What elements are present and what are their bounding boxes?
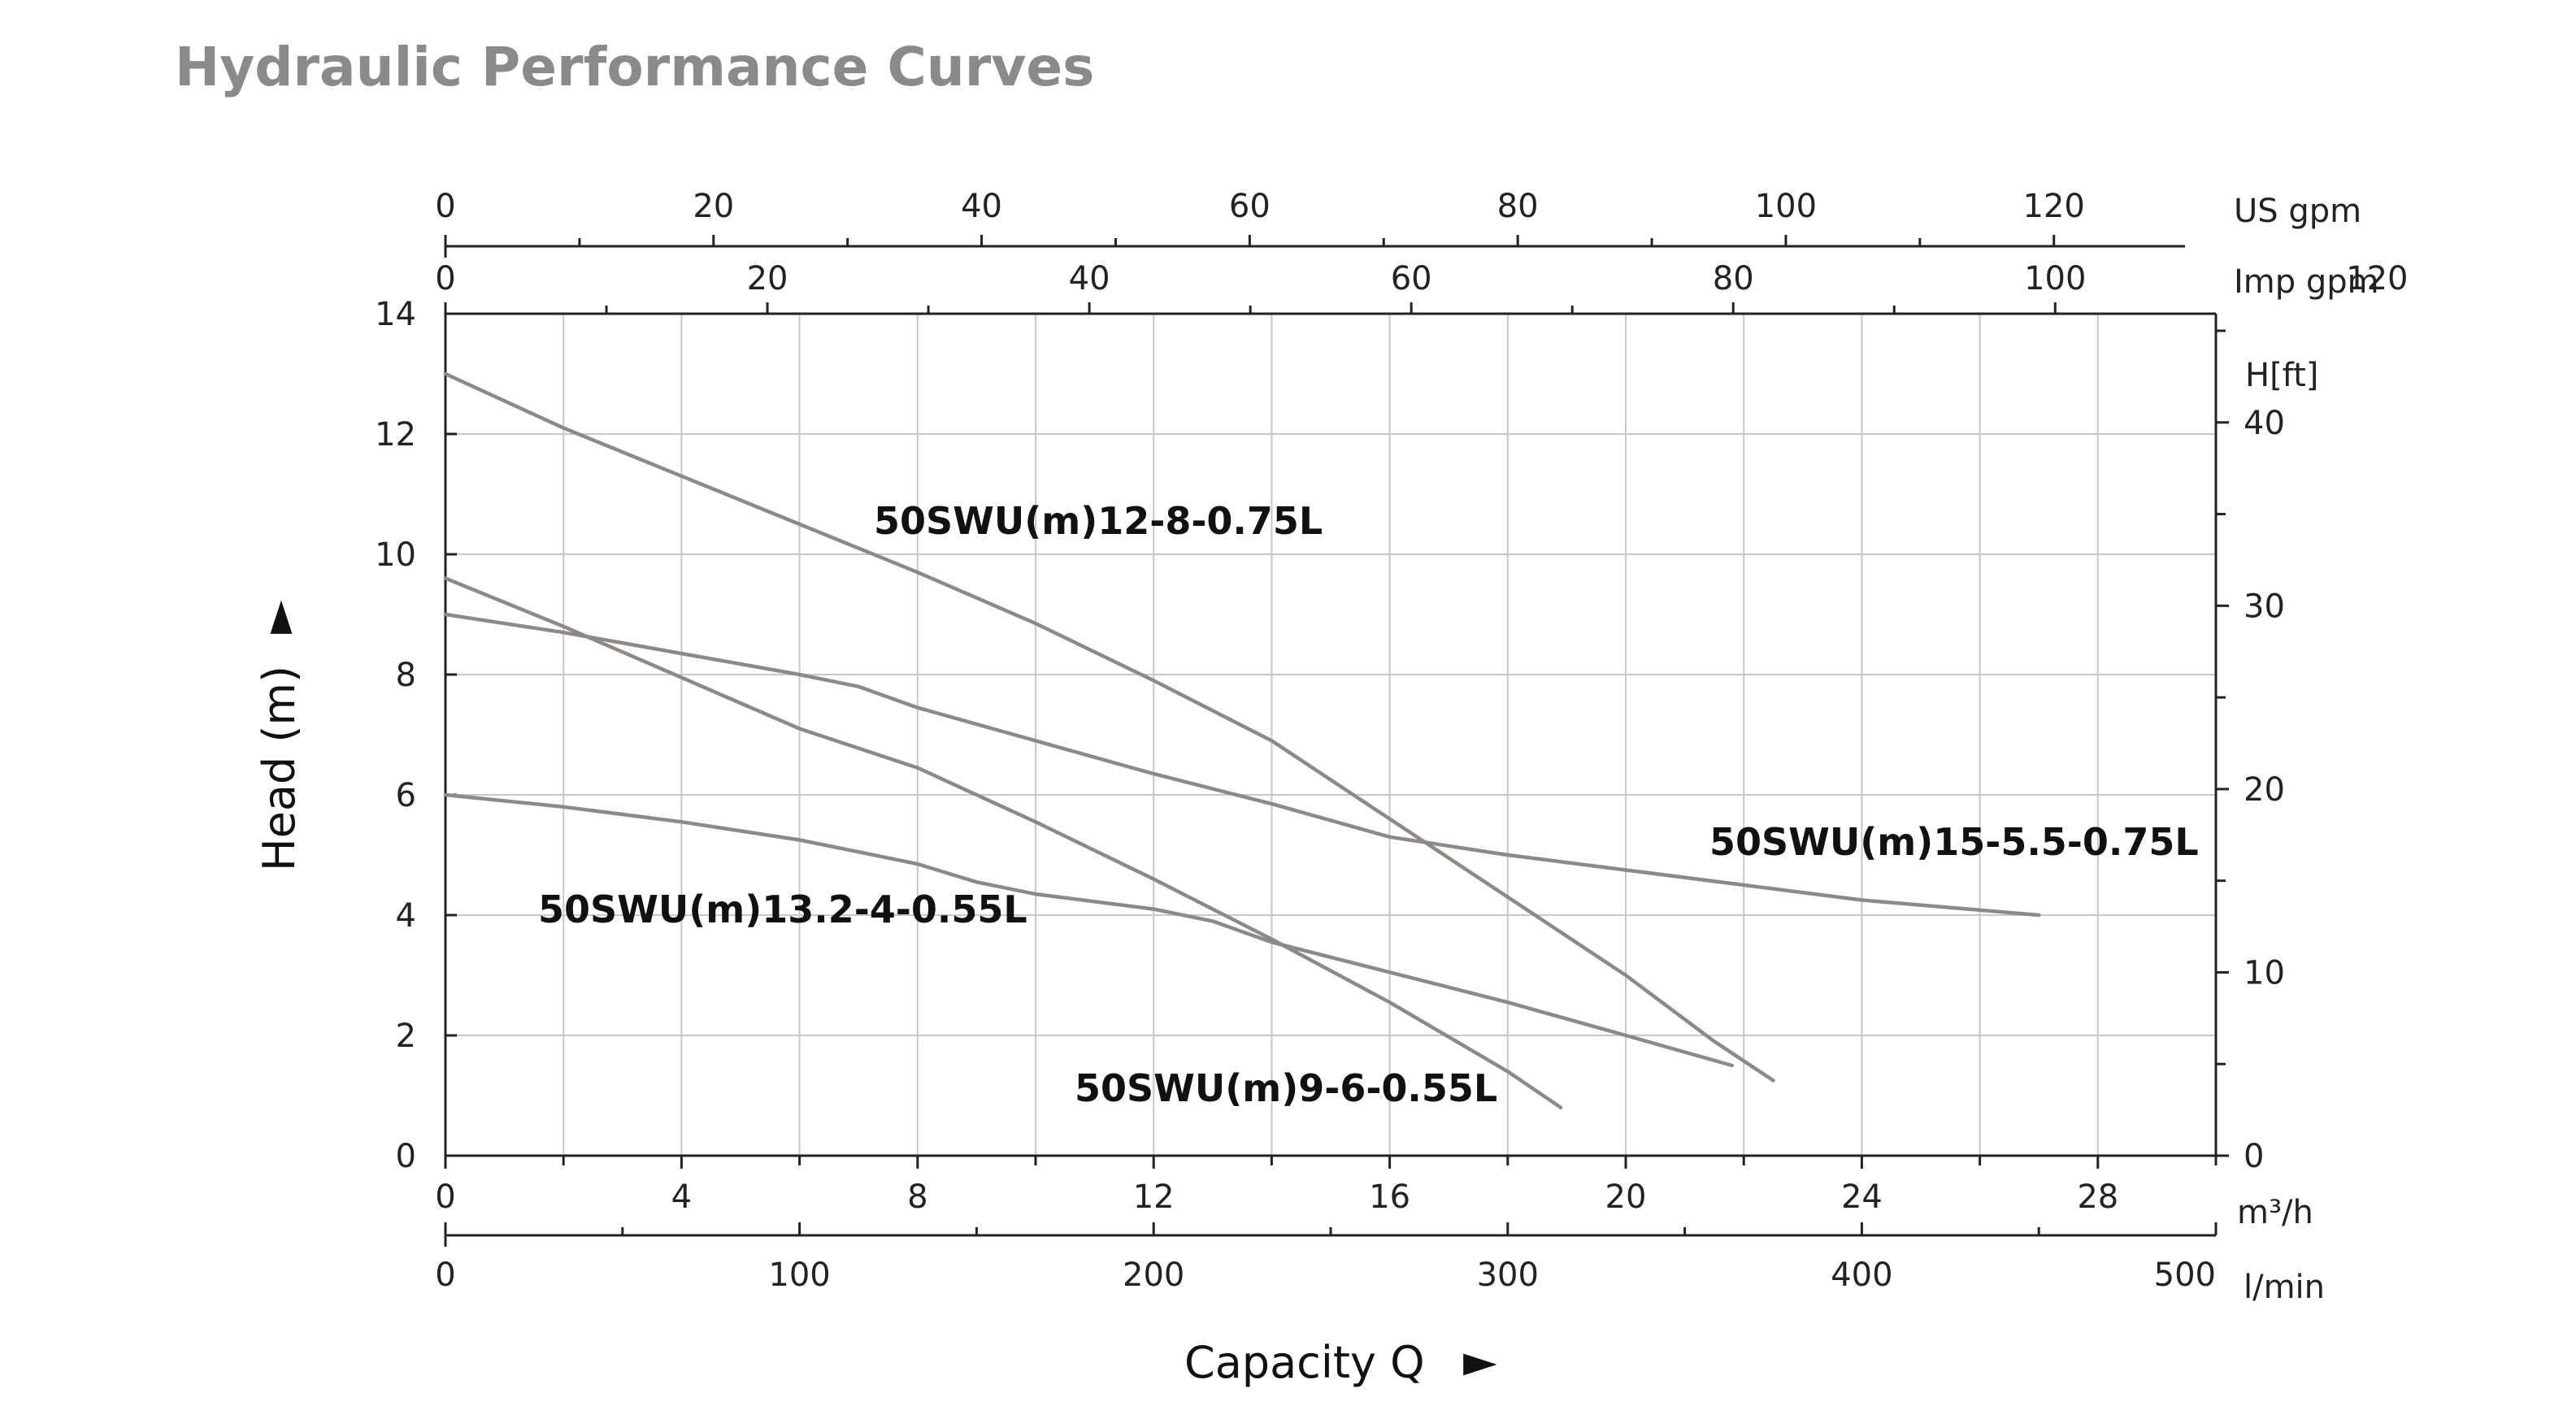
tick-label-usgpm: 120 (2023, 188, 2085, 225)
tick-label-m3h: 4 (671, 1178, 692, 1216)
tick-label-usgpm: 100 (1755, 188, 1817, 225)
tick-label-usgpm: 60 (1229, 188, 1271, 225)
tick-label-head-ft: 40 (2244, 405, 2285, 442)
tick-label-head-m: 10 (375, 536, 416, 574)
x-unit-lmin: l/min (2244, 1269, 2325, 1306)
tick-label-impgpm: 60 (1391, 260, 1432, 297)
y-unit-ft: H[ft] (2245, 357, 2318, 394)
tick-label-m3h: 28 (2077, 1178, 2118, 1216)
tick-label-lmin: 0 (435, 1256, 455, 1294)
tick-label-impgpm: 80 (1713, 260, 1754, 297)
chart-title: Hydraulic Performance Curves (175, 36, 1094, 98)
tick-label-m3h: 12 (1133, 1178, 1175, 1216)
y-axis-title: Head (m) (254, 666, 305, 871)
tick-label-head-m: 6 (396, 777, 416, 814)
series-label-13-2-4: 50SWU(m)13.2-4-0.55L (538, 887, 1027, 931)
tick-label-impgpm: 100 (2024, 260, 2086, 297)
tick-label-lmin: 100 (768, 1256, 830, 1294)
tick-label-impgpm: 20 (747, 260, 788, 297)
x-unit-impgpm: Imp gpm (2234, 263, 2379, 301)
x-axis-arrow: ► (1463, 1335, 1497, 1386)
tick-label-head-m: 12 (375, 416, 416, 453)
tick-label-m3h: 20 (1605, 1178, 1647, 1216)
series-label-15-5-5: 50SWU(m)15-5.5-0.75L (1709, 820, 2199, 864)
x-unit-m3h: m³/h (2237, 1194, 2313, 1231)
tick-label-head-ft: 20 (2244, 771, 2285, 809)
tick-label-m3h: 16 (1369, 1178, 1410, 1216)
tick-label-lmin: 500 (2154, 1256, 2216, 1294)
tick-label-head-ft: 10 (2244, 954, 2285, 992)
tick-label-usgpm: 0 (435, 188, 455, 225)
tick-label-head-m: 14 (375, 296, 416, 333)
tick-label-head-m: 8 (396, 657, 416, 694)
axes (444, 235, 2229, 1247)
tick-label-head-m: 0 (396, 1138, 416, 1175)
tick-label-head-m: 4 (396, 897, 416, 935)
series-line-0 (443, 371, 1775, 1083)
x-unit-usgpm: US gpm (2234, 193, 2361, 230)
tick-label-impgpm: 0 (435, 260, 455, 297)
series-label-9-6: 50SWU(m)9-6-0.55L (1075, 1066, 1497, 1110)
tick-label-usgpm: 80 (1497, 188, 1539, 225)
series-line-3 (443, 576, 1563, 1110)
series-lines (443, 371, 2041, 1110)
series-label-12-8: 50SWU(m)12-8-0.75L (874, 499, 1323, 543)
tick-label-usgpm: 40 (961, 188, 1002, 225)
grid (445, 313, 2216, 1156)
tick-label-m3h: 8 (907, 1178, 927, 1216)
tick-label-head-ft: 30 (2244, 588, 2285, 625)
tick-label-usgpm: 20 (693, 188, 734, 225)
x-axis-title: Capacity Q (1184, 1337, 1425, 1388)
tick-label-head-m: 2 (396, 1018, 416, 1055)
tick-label-lmin: 400 (1831, 1256, 1892, 1294)
tick-label-impgpm: 40 (1069, 260, 1110, 297)
series-line-2 (443, 792, 1734, 1068)
tick-label-lmin: 300 (1477, 1256, 1539, 1294)
tick-label-m3h: 0 (435, 1178, 455, 1216)
y-axis-arrow: ► (252, 600, 303, 634)
tick-label-impgpm: 120 (2346, 260, 2408, 297)
tick-label-m3h: 24 (1841, 1178, 1883, 1216)
series-line-1 (443, 612, 2041, 918)
tick-label-lmin: 200 (1123, 1256, 1184, 1294)
tick-label-head-ft: 0 (2244, 1138, 2264, 1175)
